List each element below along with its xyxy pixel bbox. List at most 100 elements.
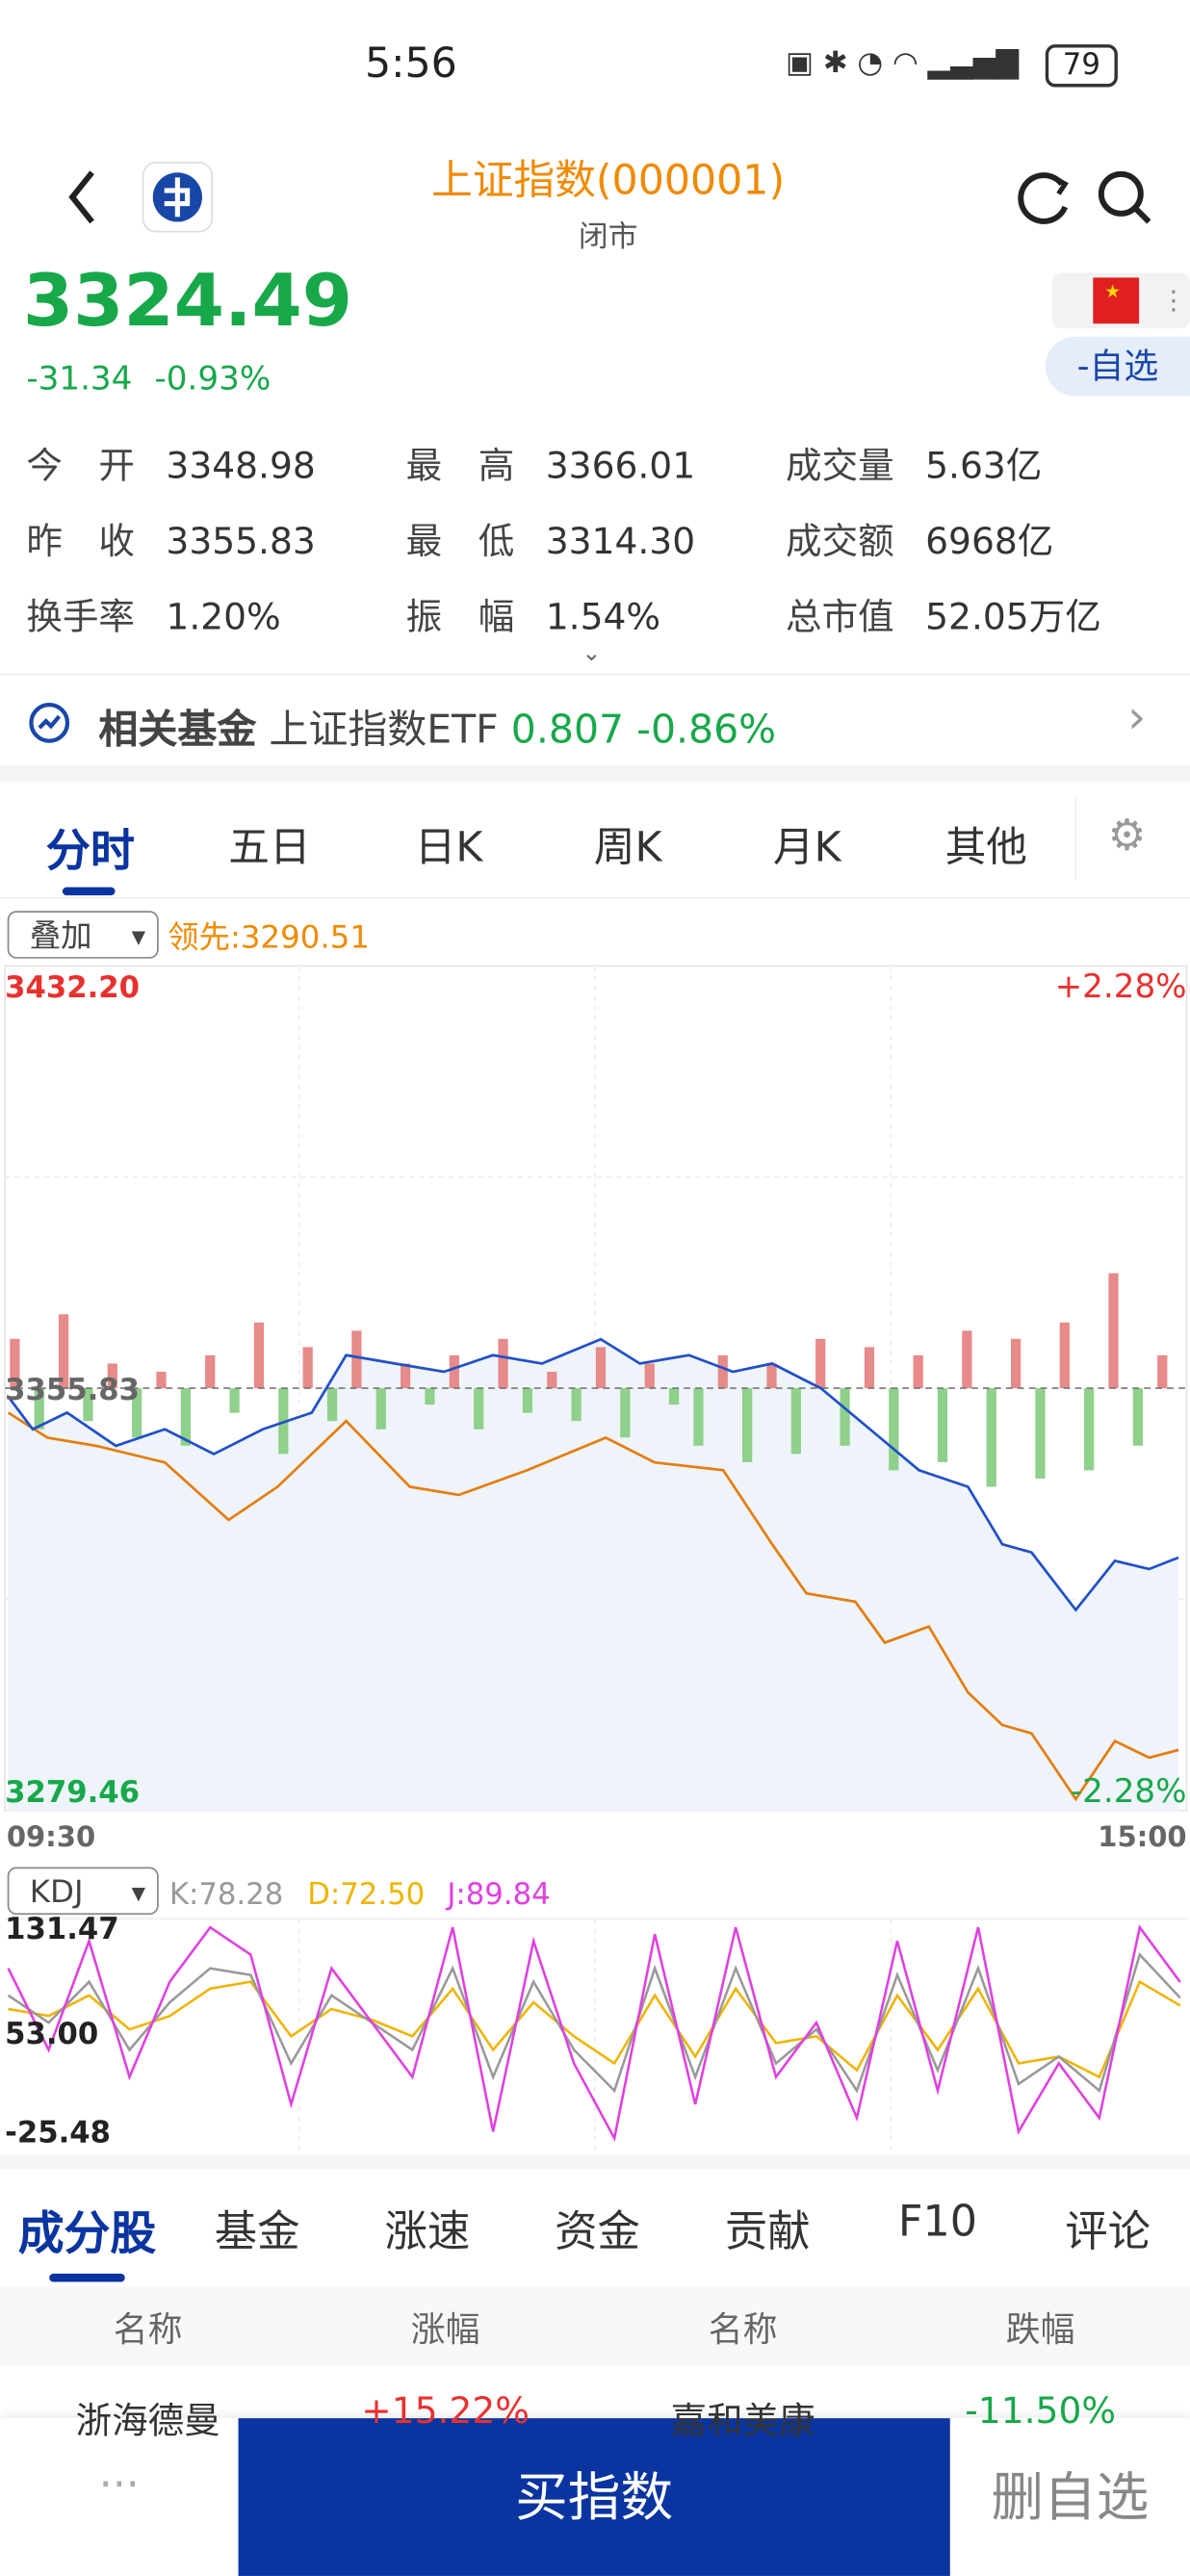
battery: 79	[1045, 44, 1118, 88]
stat-label: 昨 收	[26, 522, 136, 564]
volume-bar	[644, 1363, 655, 1389]
stat: 成交量 5.63亿	[786, 437, 1042, 490]
volume-bar	[620, 1388, 631, 1438]
fund-label: 相关基金	[98, 706, 257, 753]
more-button[interactable]: ···	[98, 2460, 140, 2511]
table-header-cell: 跌幅	[1005, 2309, 1075, 2350]
volume-bar	[1035, 1388, 1046, 1479]
settings[interactable]: ⚙	[1107, 811, 1147, 862]
change: -31.34	[26, 358, 133, 398]
kdj-max: 131.47	[5, 1912, 119, 1946]
volume-bar	[34, 1388, 44, 1430]
stat: 换手率 1.20%	[26, 588, 280, 641]
x-start: 09:30	[7, 1820, 95, 1853]
pct-top: +2.28%	[1055, 967, 1187, 1006]
volume-bar	[693, 1388, 704, 1446]
table-cell: +15.22%	[361, 2391, 530, 2434]
chevron[interactable]: ›	[1127, 689, 1147, 745]
bottom-tab[interactable]: 涨速	[384, 2207, 471, 2257]
volume-bar	[937, 1388, 948, 1462]
lead-line	[7, 1411, 1179, 1802]
bottom-tab[interactable]: 贡献	[724, 2207, 811, 2257]
volume-bar	[180, 1388, 191, 1446]
chart-tab[interactable]: 日K	[414, 823, 483, 871]
volume-bar	[815, 1338, 826, 1389]
toolbar-icons[interactable]	[1009, 165, 1157, 230]
table-header-cell: 名称	[708, 2309, 778, 2350]
dropdown-arrow: ▼	[132, 928, 146, 948]
kdj-select[interactable]	[7, 1867, 159, 1916]
kdj-j-line	[7, 1924, 1181, 2143]
volume-bar	[864, 1347, 875, 1389]
stat-value: 52.05万亿	[925, 598, 1101, 639]
overlay-select-label: 叠加	[30, 917, 92, 954]
remove-button[interactable]: 删自选	[991, 2465, 1150, 2529]
chart-tab[interactable]: 周K	[593, 823, 662, 871]
volume-bar	[83, 1388, 93, 1422]
volume-bar	[449, 1354, 459, 1389]
area-fill	[8, 1339, 1179, 1811]
subtitle: 闭市	[578, 219, 638, 255]
title: 上证指数(000001)	[431, 156, 786, 204]
volume-bar	[205, 1354, 216, 1389]
stat-value: 3355.83	[166, 522, 316, 564]
bottom-tab[interactable]: 基金	[214, 2207, 300, 2257]
stat-value: 5.63亿	[925, 447, 1043, 488]
fund-row[interactable]: 相关基金 上证指数ETF 0.807 -0.86%	[98, 697, 776, 755]
chart-tab[interactable]: 其他	[944, 823, 1027, 871]
volume-bar	[962, 1330, 972, 1389]
status-icons: ▣ ✱ ◔ ◠ ▂▃▅▇	[786, 45, 1020, 81]
back-button[interactable]	[59, 165, 108, 230]
stat-value: 1.20%	[166, 598, 281, 639]
chart-tab[interactable]: 月K	[772, 823, 841, 871]
volume-bar	[986, 1388, 996, 1487]
logo	[142, 162, 214, 233]
flag: ★ ⋮	[1051, 272, 1190, 329]
volume-bar	[474, 1388, 484, 1430]
chart-tab[interactable]: 五日	[228, 823, 311, 871]
volume-bar	[742, 1388, 753, 1462]
volume-bar	[498, 1338, 508, 1389]
kdj-min: -25.48	[5, 2115, 111, 2150]
expand-arrow[interactable]: ⌄	[582, 640, 602, 667]
volume-bar	[1108, 1273, 1119, 1389]
stat-value: 3366.01	[545, 447, 696, 488]
volume-bar	[58, 1314, 69, 1389]
fund-change: -0.86%	[636, 706, 777, 753]
volume-bar	[132, 1388, 142, 1438]
fund-icon	[29, 702, 70, 743]
stat: 昨 收 3355.83	[26, 512, 315, 565]
volume-bar	[10, 1338, 20, 1389]
divider	[0, 896, 1190, 899]
y-max-label: 3432.20	[5, 970, 140, 1005]
table-header	[0, 2286, 1190, 2366]
kdj-mid: 53.00	[5, 2017, 98, 2051]
overlay-select[interactable]	[7, 911, 159, 959]
watch-button[interactable]: -自选	[1045, 336, 1190, 397]
stat-label: 成交量	[786, 447, 894, 488]
volume-bar	[425, 1388, 435, 1405]
kdj-select-label: KDJ	[30, 1873, 84, 1910]
bottom-tab[interactable]: 成分股	[17, 2205, 157, 2261]
stat-label: 最 低	[405, 522, 515, 564]
volume-bar	[766, 1363, 777, 1389]
dropdown-arrow: ▼	[132, 1884, 146, 1904]
bottom-tab[interactable]: 资金	[555, 2207, 640, 2257]
stat-label: 成交额	[786, 522, 894, 564]
bottom-tab[interactable]: 评论	[1065, 2207, 1151, 2257]
bottom-tab[interactable]: F10	[897, 2198, 977, 2248]
d-label: D:72.50	[307, 1877, 425, 1912]
volume-bar	[913, 1354, 923, 1389]
clock: 5:56	[364, 39, 457, 88]
separator	[1074, 796, 1077, 880]
j-label: J:89.84	[445, 1877, 550, 1912]
volume-bar	[107, 1363, 117, 1389]
kdj-d-line	[8, 1979, 1181, 2079]
chart-tab[interactable]: 分时	[45, 826, 135, 878]
stat-value: 6968亿	[925, 522, 1054, 564]
divider	[0, 673, 1190, 676]
buy-button[interactable]: 买指数	[238, 2418, 950, 2576]
volume-bar	[522, 1388, 533, 1413]
table-header-cell: 名称	[113, 2309, 183, 2350]
